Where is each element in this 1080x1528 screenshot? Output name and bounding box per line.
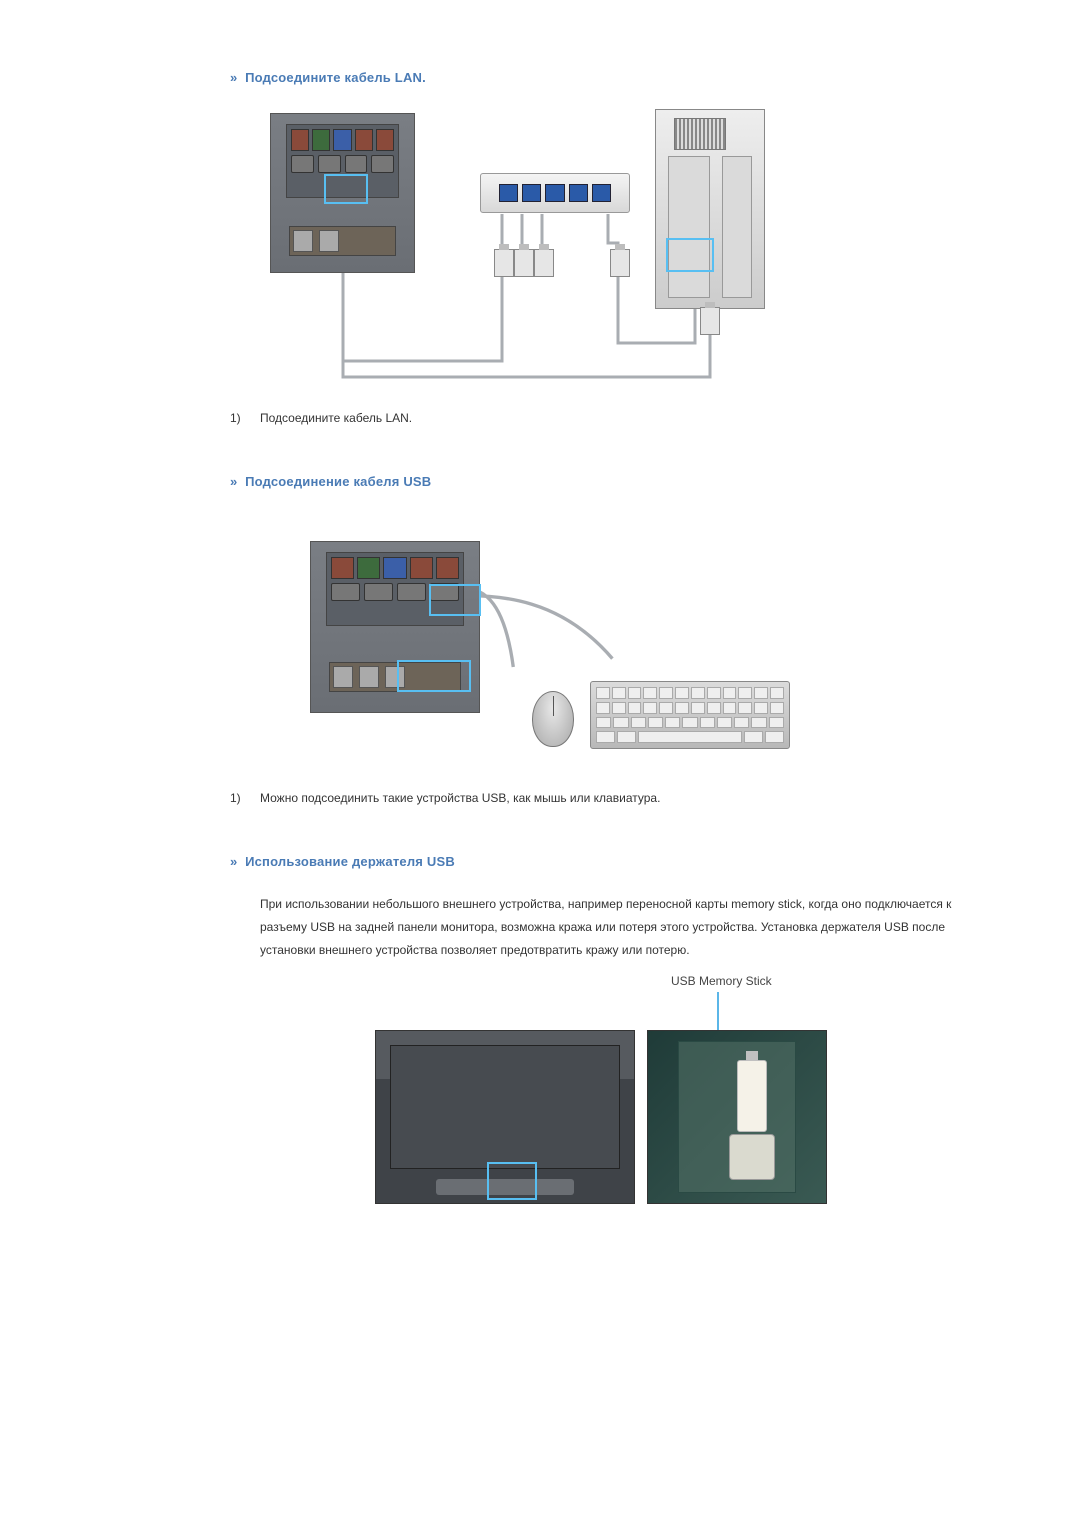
list-row: 1) Можно подсоединить такие устройства U…	[230, 789, 980, 808]
monitor-lower-ports	[289, 226, 396, 256]
heading-text: Подсоединение кабеля USB	[245, 474, 431, 489]
usb-lower-highlight	[397, 660, 471, 692]
pc-lan-highlight	[666, 238, 714, 272]
switch-ports	[499, 184, 611, 202]
monitor-back-panel	[270, 113, 415, 273]
monitor-back-panel	[310, 541, 480, 713]
lan-port-highlight	[324, 174, 368, 204]
list-text: Подсоедините кабель LAN.	[260, 409, 980, 428]
port-strip	[291, 129, 394, 151]
heading-prefix: »	[230, 70, 237, 85]
usb-diagram	[310, 541, 730, 761]
rj45-plug-icon	[534, 249, 554, 277]
usb-holder-diagram: USB Memory Stick	[375, 974, 835, 1214]
usb-stick-icon	[737, 1060, 767, 1132]
page: » Подсоедините кабель LAN.	[0, 0, 1080, 1294]
list-number: 1)	[230, 409, 260, 428]
network-switch	[480, 173, 630, 213]
holder-location-highlight	[487, 1162, 537, 1200]
pc-io-panel	[668, 156, 710, 298]
holder-clip-icon	[729, 1134, 775, 1180]
keyboard-icon	[590, 681, 790, 749]
section-heading-usb-cable: » Подсоединение кабеля USB	[230, 474, 980, 489]
port-row-2	[291, 155, 394, 173]
list-row: 1) Подсоедините кабель LAN.	[230, 409, 980, 428]
rj45-plug-icon	[514, 249, 534, 277]
heading-prefix: »	[230, 854, 237, 869]
usb-port-highlight	[429, 584, 481, 616]
heading-prefix: »	[230, 474, 237, 489]
callout-line	[717, 992, 719, 1030]
rj45-plug-icon	[700, 307, 720, 335]
body-text: При использовании небольшого внешнего ус…	[260, 893, 980, 961]
heading-text: Использование держателя USB	[245, 854, 455, 869]
pc-tower	[655, 109, 765, 309]
lan-diagram	[270, 109, 770, 391]
rj45-plug-icon	[494, 249, 514, 277]
usb-stick-label: USB Memory Stick	[671, 974, 772, 988]
section-heading-lan: » Подсоедините кабель LAN.	[230, 70, 980, 85]
list-text: Можно подсоединить такие устройства USB,…	[260, 789, 980, 808]
pc-grille	[674, 118, 726, 150]
holder-closeup-photo	[647, 1030, 827, 1204]
section-heading-usb-holder: » Использование держателя USB	[230, 854, 980, 869]
list-number: 1)	[230, 789, 260, 808]
heading-text: Подсоедините кабель LAN.	[245, 70, 426, 85]
closeup-panel	[678, 1041, 796, 1193]
pc-side-panel	[722, 156, 752, 298]
rj45-plug-icon	[610, 249, 630, 277]
monitor-rear-inner	[390, 1045, 620, 1169]
mouse-icon	[532, 691, 574, 747]
port-strip	[331, 557, 459, 579]
